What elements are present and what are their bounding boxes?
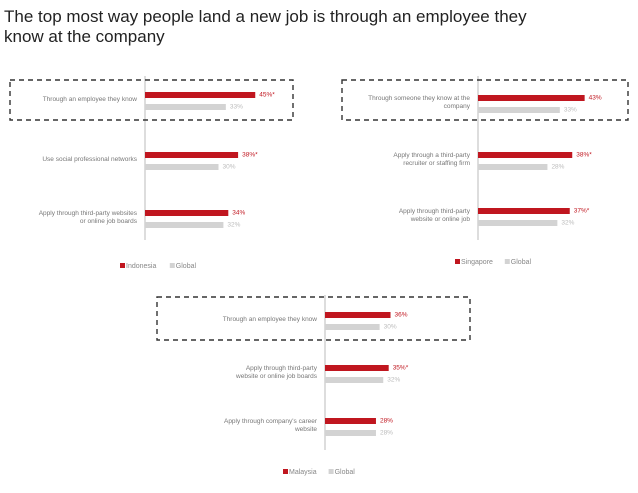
category-label: Apply through company's career website [224, 418, 318, 433]
value-label: 30% [223, 164, 236, 171]
bar [478, 208, 570, 214]
value-label: 38%* [576, 152, 592, 159]
bar [478, 95, 585, 101]
value-label: 28% [380, 430, 393, 437]
category-label: Use social professional networks [42, 156, 137, 163]
bar [145, 152, 239, 158]
category-label: Apply through a third-party recruiter or … [393, 152, 470, 167]
bar [145, 92, 256, 98]
value-label: 38%* [242, 152, 258, 159]
value-label: 36% [395, 312, 408, 319]
legend-label: Global [511, 259, 532, 266]
value-label: 33% [230, 104, 243, 111]
legend-label: Indonesia [126, 263, 156, 270]
highlight-box [9, 79, 294, 121]
value-label: 28% [551, 164, 564, 171]
legend-swatch [169, 263, 175, 268]
legend-label: Malaysia [289, 469, 317, 476]
highlight-box [156, 296, 471, 341]
bar [478, 152, 573, 158]
bar [478, 107, 560, 113]
bar [145, 104, 226, 110]
legend-label: Singapore [461, 259, 493, 266]
bar [325, 418, 376, 424]
value-label: 32% [227, 222, 240, 229]
value-label: 34% [232, 210, 245, 217]
value-label: 30% [384, 324, 397, 331]
legend-swatch [283, 469, 288, 474]
value-label: 43% [589, 95, 602, 102]
value-label: 32% [387, 377, 400, 384]
category-label: Through someone they know at the company [368, 95, 471, 110]
category-label: Apply through third-party website or onli… [399, 208, 471, 223]
value-label: 37%* [574, 208, 590, 215]
category-label: Apply through third-party websites or onl… [39, 210, 138, 225]
highlight-box [341, 79, 629, 121]
legend-swatch [504, 259, 510, 264]
bar [325, 312, 391, 318]
bar [325, 377, 384, 383]
page-title: The top most way people land a new job i… [4, 7, 527, 46]
bar [325, 430, 376, 436]
value-label: 33% [564, 107, 577, 114]
legend-label: Global [176, 263, 197, 270]
category-label: Through an employee they know [43, 96, 138, 103]
value-label: 45%* [259, 92, 275, 99]
legend-swatch [120, 263, 125, 268]
value-label: 28% [380, 418, 393, 425]
value-label: 35%* [393, 365, 409, 372]
bar [325, 324, 380, 330]
bar [145, 164, 219, 170]
legend-swatch [455, 259, 460, 264]
bar [145, 210, 229, 216]
value-label: 32% [561, 220, 574, 227]
bar [478, 220, 558, 226]
bar [325, 365, 389, 371]
legend-swatch [328, 469, 334, 474]
bar [145, 222, 224, 228]
bar [478, 164, 548, 170]
legend-label: Global [335, 469, 356, 476]
category-label: Apply through third-party website or onli… [235, 365, 318, 380]
category-label: Through an employee they know [223, 316, 318, 323]
